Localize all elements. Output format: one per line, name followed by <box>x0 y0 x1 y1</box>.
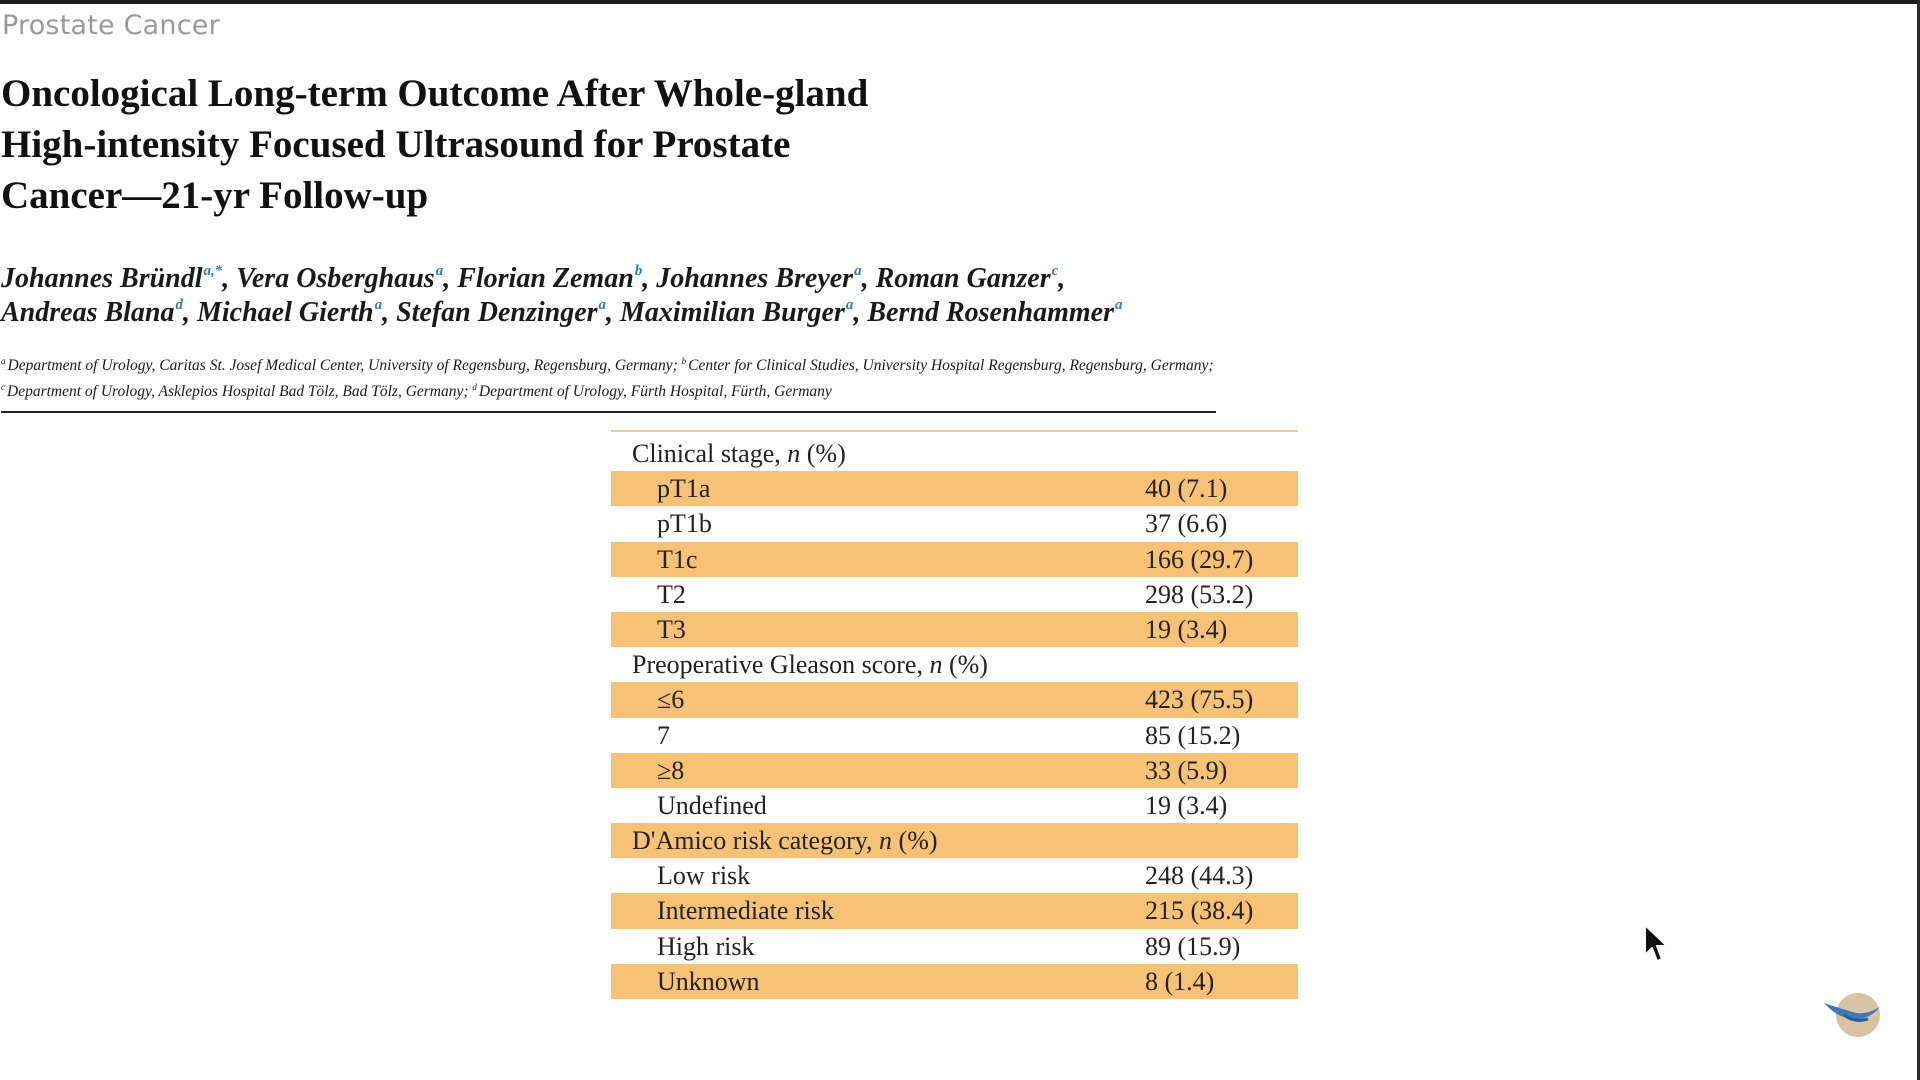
affiliation-text: Department of Urology, Asklepios Hospita… <box>7 383 469 400</box>
row-label: pT1b <box>657 509 712 539</box>
section-header-label: Clinical stage, n (%) <box>632 439 846 468</box>
table-section-header: Clinical stage, n (%) <box>611 436 1298 471</box>
affiliation-marker: c <box>1 382 5 392</box>
bird-logo-icon <box>1824 993 1880 1037</box>
row-label: T1c <box>657 544 698 574</box>
author-affiliation-marker[interactable]: a <box>1114 297 1123 313</box>
section-header-label: Preoperative Gleason score, n (%) <box>632 650 988 680</box>
table-row: ≤6 423 (75.5) <box>611 682 1298 718</box>
author-list: Johannes Bründla,*, Vera Osberghausa, Fl… <box>1 263 1123 328</box>
affiliation-marker: d <box>472 382 477 392</box>
row-label: ≥8 <box>657 755 685 785</box>
table-row: T2 298 (53.2) <box>611 577 1298 612</box>
table-row: Intermediate risk 215 (38.4) <box>611 893 1298 929</box>
row-label: ≤6 <box>657 685 685 715</box>
paper-title: Oncological Long-term Outcome After Whol… <box>1 68 1001 221</box>
row-value: 298 (53.2) <box>1145 579 1254 609</box>
row-label: Intermediate risk <box>657 896 834 926</box>
row-value: 33 (5.9) <box>1145 755 1228 785</box>
title-line: Cancer—21-yr Follow-up <box>1 174 429 217</box>
affiliation-text: Center for Clinical Studies, University … <box>688 357 1214 374</box>
row-value: 248 (44.3) <box>1145 861 1254 891</box>
affiliation-marker: b <box>681 356 687 366</box>
row-value: 89 (15.9) <box>1145 931 1241 961</box>
author-affiliation-marker[interactable]: a <box>374 297 383 313</box>
author-name: Bernd Rosenhammer <box>867 297 1114 328</box>
row-value: 19 (3.4) <box>1145 790 1228 820</box>
row-label: T3 <box>657 614 686 644</box>
row-label: Unknown <box>657 966 760 996</box>
author-name: Johannes Bründl <box>1 263 203 294</box>
row-value: 40 (7.1) <box>1145 474 1228 504</box>
table-row: Low risk 248 (44.3) <box>611 858 1298 893</box>
table-row: T3 19 (3.4) <box>611 611 1298 648</box>
table-section-header: D'Amico risk category, n (%) <box>611 823 1298 859</box>
row-label: pT1a <box>657 474 711 504</box>
table-row: pT1b 37 (6.6) <box>611 506 1298 541</box>
title-line: High-intensity Focused Ultrasound for Pr… <box>1 123 791 166</box>
author-name: Vera Osberghaus <box>236 263 435 294</box>
author-name: Florian Zeman <box>457 263 634 294</box>
row-value: 215 (38.4) <box>1145 896 1254 926</box>
section-header-label: D'Amico risk category, n (%) <box>632 826 938 856</box>
table-section-header: Preoperative Gleason score, n (%) <box>611 647 1298 682</box>
affiliation-list: a Department of Urology, Caritas St. Jose… <box>1 353 1216 413</box>
top-border <box>0 0 1920 4</box>
table-row: Undefined 19 (3.4) <box>611 788 1298 823</box>
author-affiliation-marker[interactable]: d <box>175 297 184 313</box>
row-value: 19 (3.4) <box>1145 614 1228 644</box>
author-affiliation-marker[interactable]: c <box>1051 263 1059 279</box>
author-name: Johannes Breyer <box>656 263 854 294</box>
title-line: Oncological Long-term Outcome After Whol… <box>1 72 869 115</box>
mouse-pointer-icon <box>1644 924 1668 962</box>
section-label: Prostate Cancer <box>2 10 220 41</box>
row-label: 7 <box>657 720 670 750</box>
author-affiliation-marker[interactable]: a <box>854 263 862 279</box>
table-body: Clinical stage, n (%) pT1a 40 (7.1) pT1b 37 … <box>611 436 1298 999</box>
row-label: Low risk <box>657 861 751 891</box>
author-affiliation-marker[interactable]: a <box>845 297 854 313</box>
table-row: ≥8 33 (5.9) <box>611 752 1298 788</box>
row-value: 85 (15.2) <box>1145 720 1241 750</box>
author-name: Roman Ganzer <box>875 263 1051 294</box>
author-affiliation-marker[interactable]: a <box>598 297 607 313</box>
row-value: 166 (29.7) <box>1145 544 1254 574</box>
author-name: Stefan Denzinger <box>396 297 598 328</box>
baseline-characteristics-table: Clinical stage, n (%) pT1a 40 (7.1) pT1b 37 … <box>611 430 1298 999</box>
affiliation-text: Department of Urology, Fürth Hospital, F… <box>478 383 832 400</box>
table-row: T1c 166 (29.7) <box>611 541 1298 577</box>
author-affiliation-marker[interactable]: a <box>435 263 444 279</box>
table-row: High risk 89 (15.9) <box>611 929 1298 964</box>
row-label: T2 <box>657 579 686 609</box>
row-value: 8 (1.4) <box>1145 966 1215 996</box>
author-name: Andreas Blana <box>1 297 175 328</box>
table-row: 7 85 (15.2) <box>611 718 1298 753</box>
author-affiliation-marker[interactable]: b <box>634 263 643 279</box>
author-name: Michael Gierth <box>197 297 374 328</box>
author-name: Maximilian Burger <box>620 297 845 328</box>
row-value: 37 (6.6) <box>1145 509 1228 539</box>
row-label: High risk <box>657 931 755 961</box>
author-affiliation-marker[interactable]: a,* <box>203 263 223 279</box>
table-top-rule <box>611 430 1298 432</box>
row-label: Undefined <box>657 790 767 820</box>
row-value: 423 (75.5) <box>1145 685 1254 715</box>
right-border <box>1917 0 1920 1080</box>
affiliation-marker: a <box>1 356 6 366</box>
affiliation-text: Department of Urology, Caritas St. Josef… <box>7 357 678 374</box>
table-row: pT1a 40 (7.1) <box>611 471 1298 507</box>
table-row: Unknown 8 (1.4) <box>611 963 1298 999</box>
